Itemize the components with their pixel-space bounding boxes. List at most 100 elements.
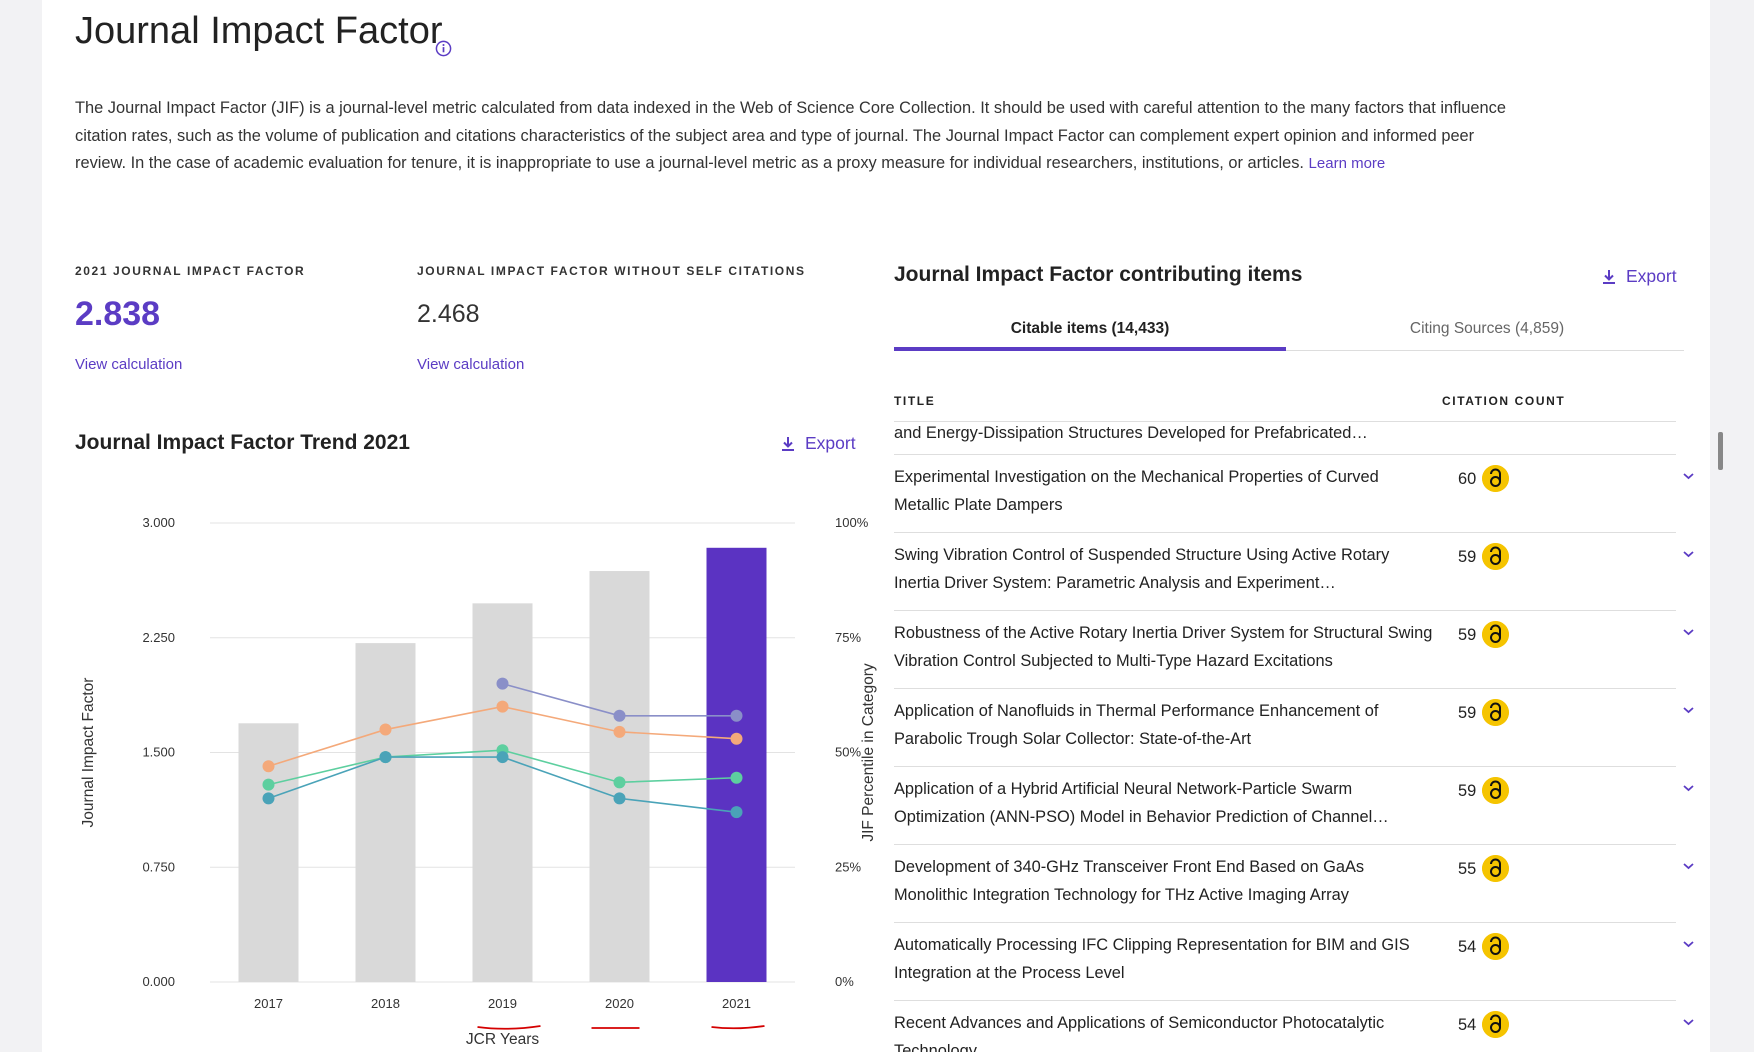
percentile-point: [379, 723, 392, 736]
item-title[interactable]: and Energy-Dissipation Structures Develo…: [894, 424, 1368, 442]
percentile-point: [613, 709, 626, 722]
y-tick-label: 3.000: [142, 515, 175, 530]
contributing-items-list[interactable]: and Energy-Dissipation Structures Develo…: [894, 420, 1716, 1052]
chart-bars: [238, 547, 767, 982]
jif-label: 2021 JOURNAL IMPACT FACTOR: [75, 264, 306, 278]
expand-chevron-icon[interactable]: [1682, 472, 1695, 480]
tab-citing-sources[interactable]: Citing Sources (4,859): [1409, 320, 1565, 337]
jif-no-self-value: 2.468: [417, 300, 480, 328]
jif-view-calculation-link[interactable]: View calculation: [75, 356, 183, 373]
expand-chevron-icon[interactable]: [1682, 706, 1695, 714]
open-access-icon: [1482, 1011, 1509, 1038]
list-scrollbar-thumb[interactable]: [1718, 432, 1723, 470]
table-row[interactable]: Application of Nanofluids in Thermal Per…: [894, 688, 1694, 767]
citation-count: 59: [1458, 548, 1477, 566]
citation-count: 54: [1458, 1016, 1477, 1034]
x-tick-label: 2017: [254, 996, 283, 1011]
citation-count: 55: [1458, 860, 1477, 878]
table-row[interactable]: and Energy-Dissipation Structures Develo…: [894, 420, 1676, 455]
open-access-icon: [1482, 621, 1509, 648]
x-tick-label: 2019: [488, 996, 517, 1011]
column-header-title[interactable]: TITLE: [894, 394, 936, 408]
percentile-point: [262, 792, 275, 805]
main-panel: Journal Impact Factor The Journal Impact…: [42, 0, 1723, 1052]
annotation-underline: [477, 1025, 541, 1030]
contributing-export-button[interactable]: Export: [1602, 266, 1677, 287]
open-access-icon: [1482, 465, 1509, 492]
percentile-point: [730, 806, 743, 819]
jif-no-self-view-calculation-link[interactable]: View calculation: [417, 356, 525, 373]
open-access-icon: [1482, 777, 1509, 804]
learn-more-link[interactable]: Learn more: [1308, 155, 1386, 172]
table-row[interactable]: Recent Advances and Applications of Semi…: [894, 1000, 1694, 1052]
percentile-point: [262, 760, 275, 773]
description-text: The Journal Impact Factor (JIF) is a jou…: [75, 99, 1506, 172]
item-title[interactable]: Application of Nanofluids in Thermal Per…: [894, 702, 1379, 748]
table-row[interactable]: Application of a Hybrid Artificial Neura…: [894, 766, 1694, 845]
bar-2018: [355, 643, 416, 982]
citation-count: 59: [1458, 782, 1477, 800]
header-divider: [894, 421, 1676, 422]
percentile-point: [730, 709, 743, 722]
jif-no-self-label: JOURNAL IMPACT FACTOR WITHOUT SELF CITAT…: [417, 264, 806, 278]
trend-export-label: Export: [805, 433, 856, 453]
y2-tick-label: 0%: [835, 974, 854, 989]
trend-export-button[interactable]: Export: [781, 433, 856, 454]
citation-count: 59: [1458, 704, 1477, 722]
item-title[interactable]: Development of 340-GHz Transceiver Front…: [894, 858, 1365, 904]
y2-tick-label: 50%: [835, 745, 861, 760]
trend-title: Journal Impact Factor Trend 2021: [75, 431, 410, 454]
y-tick-label: 0.750: [142, 859, 175, 874]
table-row[interactable]: Development of 340-GHz Transceiver Front…: [894, 844, 1694, 923]
open-access-icon: [1482, 699, 1509, 726]
table-row[interactable]: Automatically Processing IFC Clipping Re…: [894, 922, 1694, 1001]
percentile-point: [496, 677, 509, 690]
chart-labels: 3.000 100% 2.250 75% 1.500 50% 0.750 25% 0.000 0%…: [142, 515, 869, 1030]
y-axis-title: Journal Impact Factor: [80, 678, 97, 828]
percentile-point: [730, 771, 743, 784]
bar-2021: [706, 547, 767, 982]
x-axis-title: JCR Years: [466, 1031, 539, 1048]
y2-axis-title: JIF Percentile in Category: [860, 663, 877, 842]
percentile-point: [496, 700, 509, 713]
expand-chevron-icon[interactable]: [1682, 784, 1695, 792]
expand-chevron-icon[interactable]: [1682, 628, 1695, 636]
percentile-point: [613, 792, 626, 805]
item-title[interactable]: Application of a Hybrid Artificial Neura…: [894, 780, 1389, 826]
table-row[interactable]: Experimental Investigation on the Mechan…: [894, 454, 1694, 533]
y-tick-label: 2.250: [142, 630, 175, 645]
x-tick-label: 2018: [371, 996, 400, 1011]
contributing-items-title: Journal Impact Factor contributing items: [894, 263, 1303, 286]
expand-chevron-icon[interactable]: [1682, 862, 1695, 870]
percentile-point: [262, 778, 275, 791]
table-row[interactable]: Swing Vibration Control of Suspended Str…: [894, 532, 1694, 611]
percentile-point: [613, 776, 626, 789]
item-title[interactable]: Automatically Processing IFC Clipping Re…: [894, 936, 1410, 982]
page-title: Journal Impact Factor: [75, 10, 443, 52]
table-row[interactable]: Robustness of the Active Rotary Inertia …: [894, 610, 1694, 689]
annotation-underline: [711, 1025, 765, 1030]
tab-divider: [894, 350, 1684, 351]
open-access-icon: [1482, 543, 1509, 570]
citation-count: 60: [1458, 470, 1477, 488]
item-title[interactable]: Recent Advances and Applications of Semi…: [894, 1014, 1385, 1052]
citation-count: 54: [1458, 938, 1477, 956]
item-title[interactable]: Swing Vibration Control of Suspended Str…: [894, 546, 1390, 592]
jif-value: 2.838: [75, 295, 161, 333]
y-tick-label: 0.000: [142, 974, 175, 989]
expand-chevron-icon[interactable]: [1682, 1018, 1695, 1026]
contributing-export-label: Export: [1626, 266, 1677, 286]
percentile-point: [613, 725, 626, 738]
info-icon[interactable]: [435, 40, 452, 57]
chart-lines: [262, 677, 743, 819]
item-title[interactable]: Experimental Investigation on the Mechan…: [894, 468, 1379, 514]
active-tab-indicator: [894, 347, 1286, 351]
expand-chevron-icon[interactable]: [1682, 940, 1695, 948]
column-header-citation-count[interactable]: CITATION COUNT: [1442, 394, 1566, 408]
item-title[interactable]: Robustness of the Active Rotary Inertia …: [894, 624, 1433, 670]
tab-citable-items[interactable]: Citable items (14,433): [1010, 320, 1170, 337]
y2-tick-label: 25%: [835, 859, 861, 874]
x-tick-label: 2020: [605, 996, 634, 1011]
percentile-point: [496, 751, 509, 764]
expand-chevron-icon[interactable]: [1682, 550, 1695, 558]
